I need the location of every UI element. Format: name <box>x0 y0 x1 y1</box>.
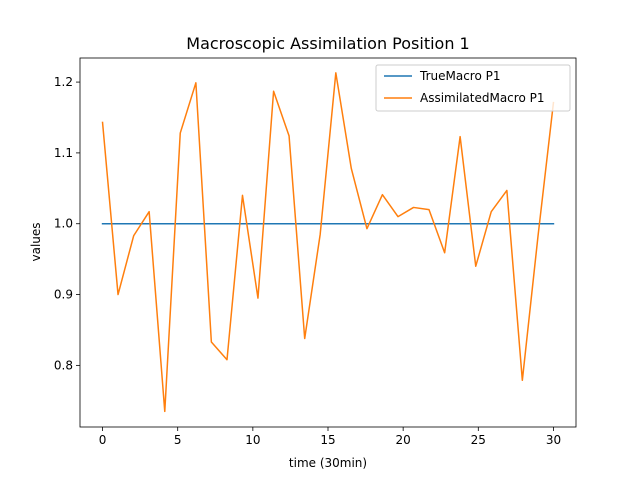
y-tick-label: 1.0 <box>54 217 73 231</box>
x-tick-label: 25 <box>471 433 486 447</box>
legend-box <box>375 64 571 112</box>
legend-label-2: AssimilatedMacro P1 <box>420 91 544 105</box>
plot-area: 0 5 10 15 20 25 30 0.8 0.9 1.0 1.1 1.2 <box>54 57 577 447</box>
legend-label-1: TrueMacro P1 <box>419 69 501 83</box>
y-axis-label: values <box>29 222 43 261</box>
x-tick-label: 20 <box>396 433 411 447</box>
y-tick-label: 1.2 <box>54 75 73 89</box>
x-tick-label: 0 <box>99 433 107 447</box>
x-tick-label: 30 <box>546 433 561 447</box>
x-axis-label: time (30min) <box>289 456 367 470</box>
y-tick-label: 1.1 <box>54 146 73 160</box>
x-tick-label: 10 <box>245 433 260 447</box>
y-tick-label: 0.9 <box>54 288 73 302</box>
x-tick-label: 15 <box>320 433 335 447</box>
x-tick-label: 5 <box>174 433 182 447</box>
series-line-2 <box>101 72 555 413</box>
legend: TrueMacro P1 AssimilatedMacro P1 <box>375 64 571 112</box>
y-tick-label: 0.8 <box>54 358 73 372</box>
chart-title: Macroscopic Assimilation Position 1 <box>186 34 469 53</box>
